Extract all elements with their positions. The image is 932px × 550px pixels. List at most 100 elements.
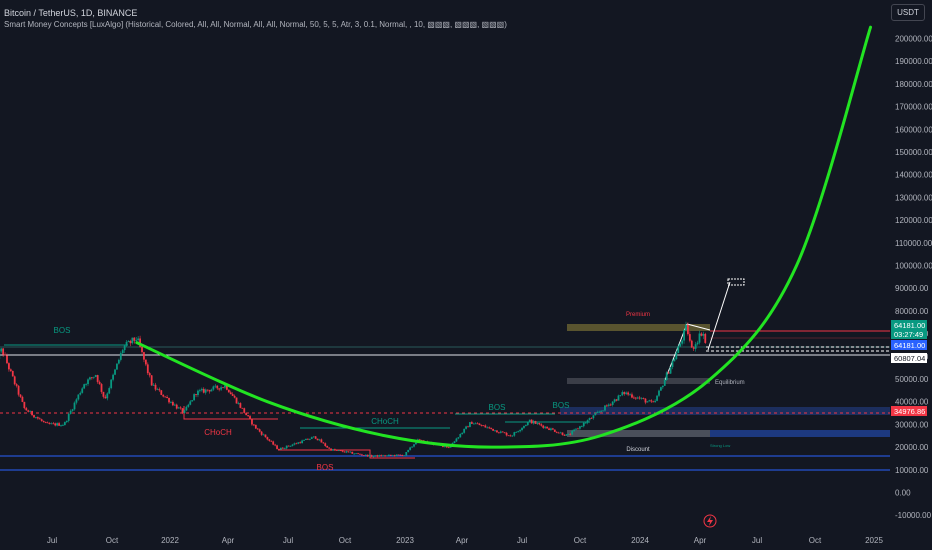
- y-tick-label: 150000.00: [895, 148, 932, 157]
- candle-body: [397, 454, 400, 456]
- candle-body: [602, 410, 604, 412]
- annotation-label: BOS: [317, 463, 334, 472]
- candle-body: [262, 434, 265, 436]
- candle-body: [372, 456, 375, 457]
- candle-body: [660, 387, 662, 391]
- x-tick-label: Jul: [752, 536, 762, 545]
- candle-body: [337, 450, 340, 452]
- candle-body: [550, 428, 552, 430]
- candle-body: [640, 397, 643, 399]
- candle-body: [526, 421, 529, 426]
- candle-body: [538, 423, 541, 425]
- currency-button[interactable]: USDT: [891, 4, 925, 21]
- candle-body: [35, 417, 37, 419]
- candle-body: [87, 379, 89, 385]
- candle-body: [443, 446, 446, 448]
- candle-body: [245, 412, 248, 416]
- candle-body: [501, 431, 504, 433]
- candle-body: [287, 445, 290, 447]
- candle-body: [280, 447, 282, 450]
- candle-body: [96, 375, 99, 382]
- candle-body: [83, 384, 86, 389]
- x-tick-label: Jul: [517, 536, 527, 545]
- candle-body: [65, 420, 68, 423]
- candle-body: [328, 447, 331, 449]
- candle-body: [413, 444, 415, 447]
- candle-body: [42, 420, 45, 422]
- annotation-label: CHoCH: [204, 428, 232, 437]
- annotation-label: BOS: [54, 326, 71, 335]
- candle-body: [590, 418, 593, 419]
- x-tick-label: Apr: [456, 536, 469, 545]
- candle-body: [418, 439, 421, 441]
- candle-body: [137, 338, 140, 341]
- candle-body: [258, 429, 261, 432]
- candle-body: [694, 344, 697, 349]
- candle-body: [559, 432, 562, 434]
- candle-body: [289, 445, 292, 447]
- candle-body: [391, 455, 394, 456]
- indicator-legend[interactable]: Smart Money Concepts [LuxAlgo] (Historic…: [4, 20, 507, 29]
- candle-body: [359, 453, 361, 455]
- chart-title: Bitcoin / TetherUS, 1D, BINANCE: [4, 8, 138, 18]
- candle-body: [310, 437, 313, 439]
- candle-body: [586, 420, 589, 423]
- candle-body: [455, 438, 458, 442]
- annotation-label: Strong Low: [710, 443, 730, 448]
- lightning-icon[interactable]: [703, 514, 717, 528]
- candle-body: [567, 434, 570, 435]
- candle-body: [148, 373, 151, 376]
- price-label-text: 64181.00: [894, 321, 925, 330]
- candle-body: [503, 432, 506, 434]
- candle-body: [447, 447, 450, 449]
- candle-body: [605, 405, 608, 407]
- candle-body: [613, 399, 616, 402]
- candle-body: [144, 359, 147, 365]
- candle-body: [31, 410, 33, 416]
- candle-body: [224, 385, 226, 388]
- candle-body: [677, 346, 680, 353]
- candle-body: [679, 343, 682, 347]
- candle-body: [243, 408, 246, 413]
- candle-body: [663, 379, 666, 386]
- candle-body: [104, 396, 107, 399]
- candle-body: [326, 446, 329, 448]
- candle-body: [395, 454, 398, 457]
- x-tick-label: Apr: [222, 536, 235, 545]
- candle-body: [364, 454, 367, 456]
- candle-body: [71, 409, 74, 411]
- y-tick-label: 20000.00: [895, 443, 929, 452]
- candle-body: [445, 446, 448, 448]
- candle-body: [150, 375, 153, 386]
- candle-body: [511, 435, 514, 437]
- candle-body: [291, 444, 294, 446]
- target-box: [727, 278, 745, 286]
- candle-body: [8, 363, 10, 370]
- price-label: 60807.04: [891, 353, 927, 363]
- x-tick-label: Oct: [574, 536, 587, 545]
- price-label-text: 60807.04: [894, 354, 925, 363]
- candle-body: [320, 439, 323, 443]
- candle-body: [376, 455, 379, 457]
- candle-body: [114, 369, 116, 375]
- candle-body: [274, 444, 277, 446]
- candle-body: [218, 388, 221, 390]
- candle-body: [254, 424, 257, 429]
- candle-body: [141, 346, 143, 353]
- candle-body: [278, 448, 280, 450]
- candle-body: [191, 400, 194, 402]
- candle-body: [171, 401, 174, 406]
- x-tick-label: Oct: [106, 536, 119, 545]
- candle-body: [85, 384, 87, 385]
- x-tick-label: Apr: [694, 536, 707, 545]
- candle-body: [582, 422, 585, 427]
- candle-body: [208, 390, 211, 392]
- candle-body: [463, 428, 466, 433]
- candle-body: [193, 394, 196, 401]
- candle-body: [598, 411, 601, 413]
- candle-body: [497, 432, 500, 434]
- y-tick-label: -10000.00: [895, 511, 932, 520]
- candle-body: [617, 395, 620, 401]
- y-tick-label: 80000.00: [895, 307, 929, 316]
